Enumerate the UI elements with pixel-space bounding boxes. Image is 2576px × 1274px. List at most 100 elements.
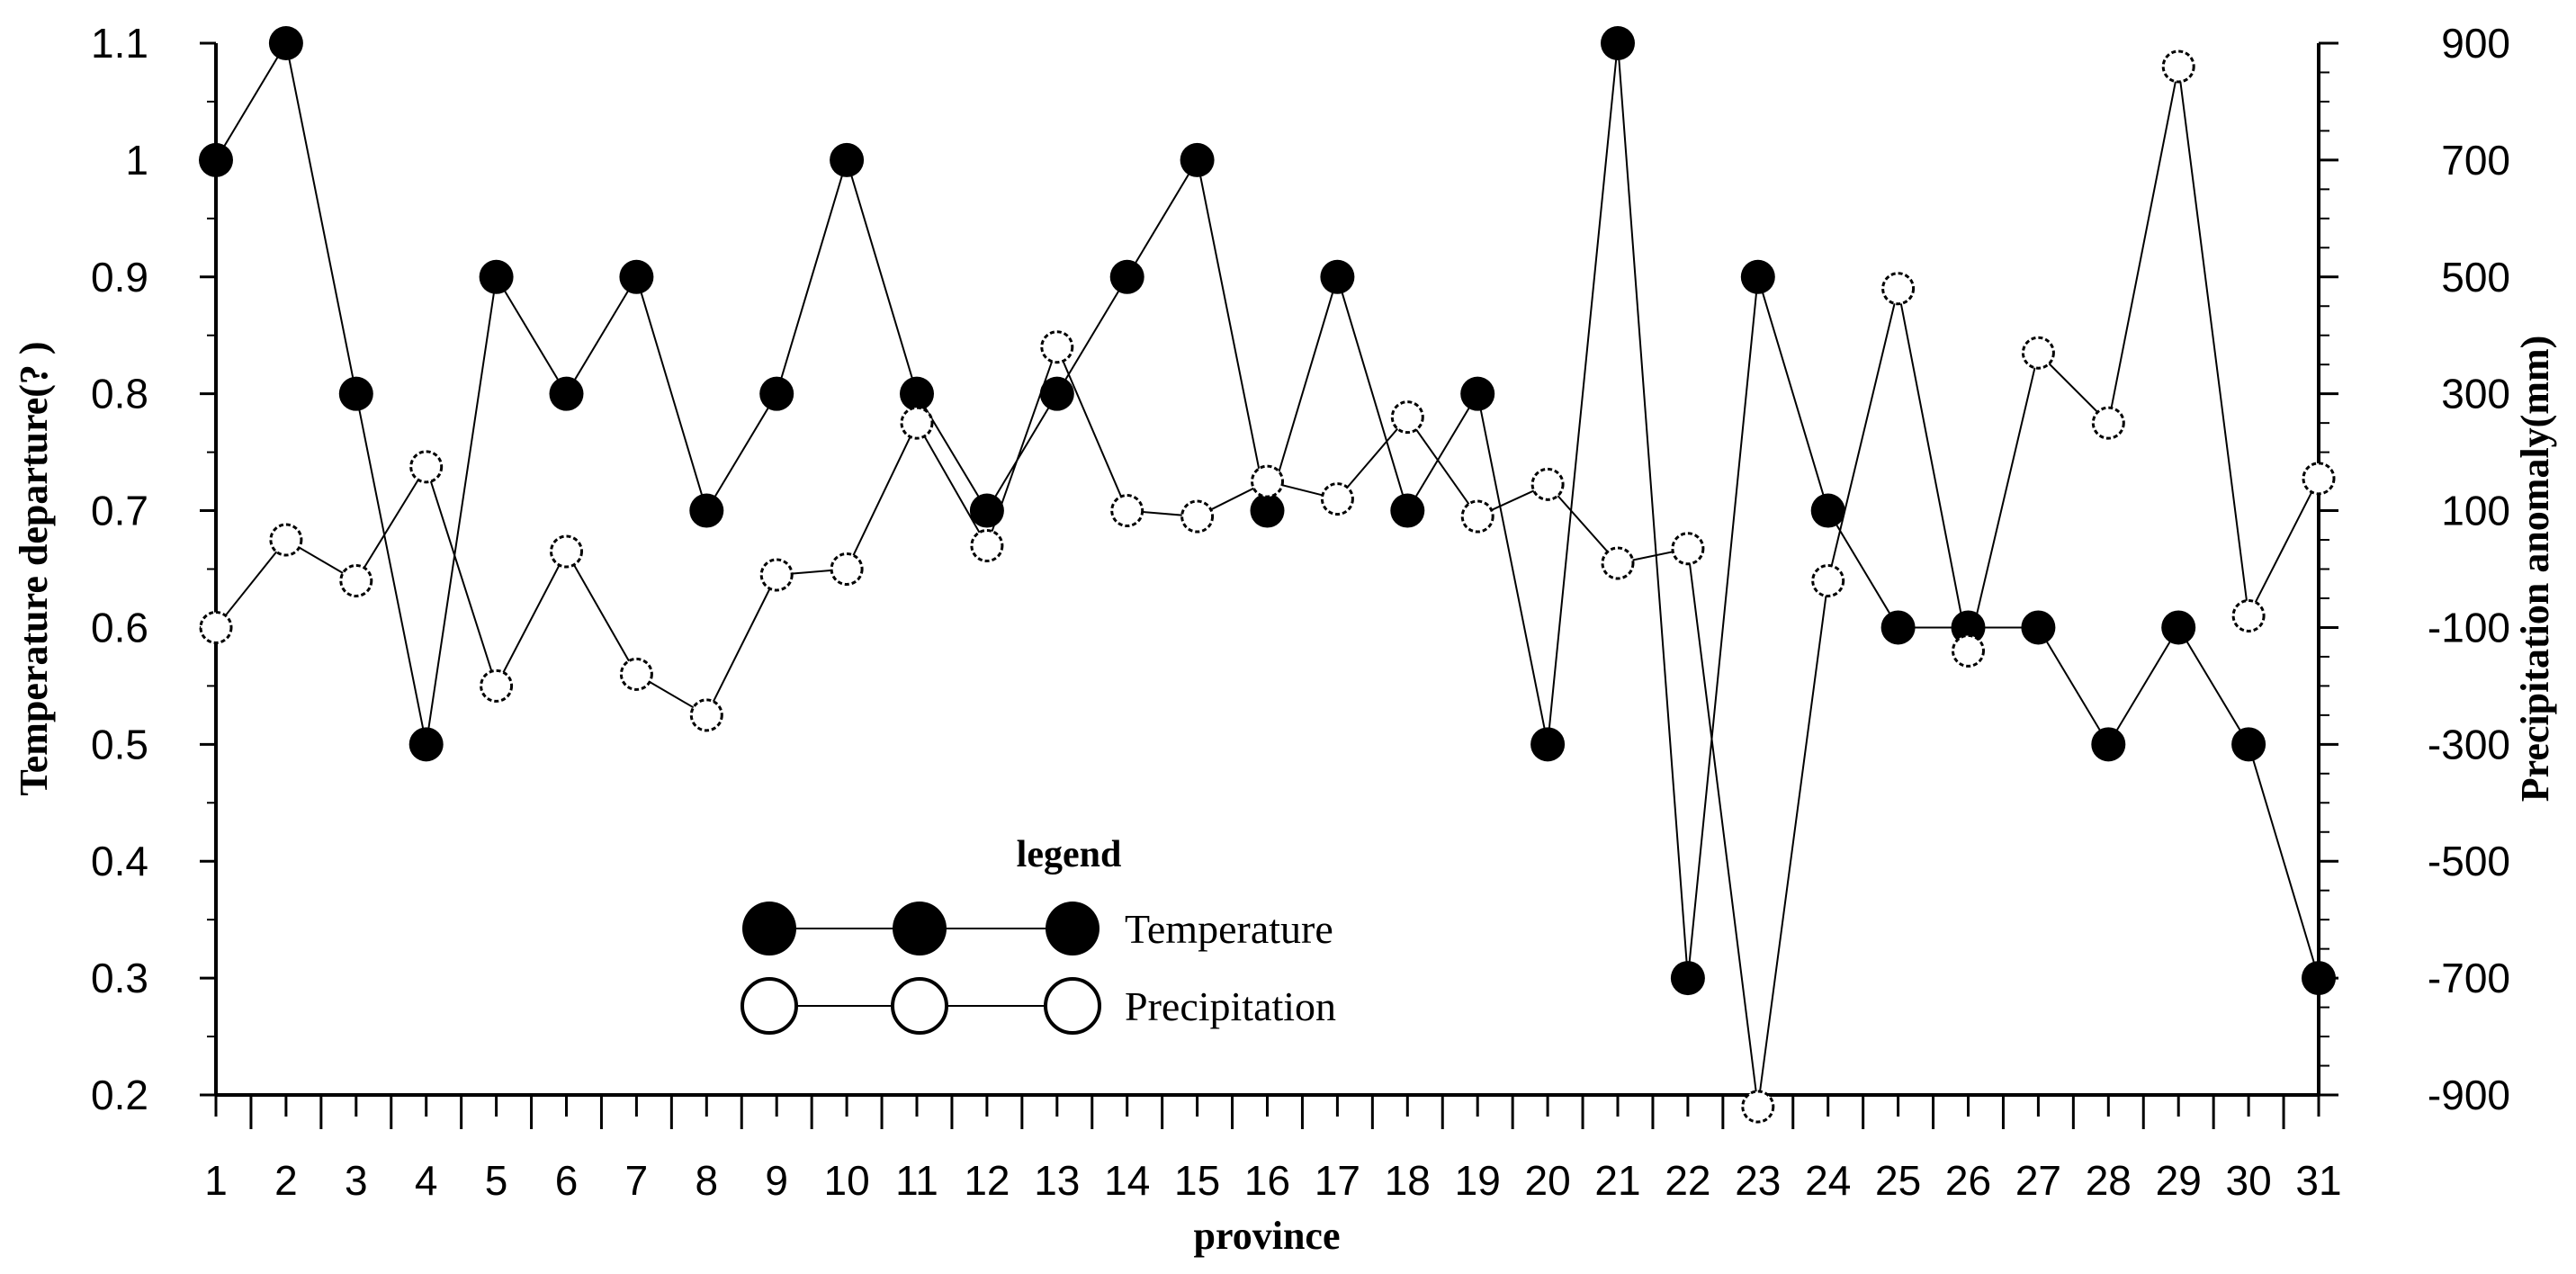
left-tick-label: 1 <box>125 137 148 184</box>
precipitation-point-24 <box>1811 563 1845 597</box>
x-tick-label: 20 <box>1525 1157 1571 1204</box>
x-tick-label: 31 <box>2295 1157 2341 1204</box>
precipitation-point-28 <box>2091 406 2125 440</box>
temperature-point-8 <box>689 493 724 528</box>
legend-precipitation-marker-3 <box>1044 977 1101 1035</box>
temperature-point-16 <box>1250 493 1285 528</box>
temperature-point-9 <box>759 376 794 411</box>
x-tick-label: 3 <box>345 1157 368 1204</box>
x-tick-label: 29 <box>2156 1157 2202 1204</box>
temperature-point-29 <box>2161 610 2196 645</box>
temperature-point-11 <box>900 376 934 411</box>
right-tick-label: -500 <box>2428 838 2510 884</box>
x-axis-ticks: 1 2 3 4 5 6 7 8 9 10 11 12 13 14 15 16 17 18 19 20 21 22 23 24 2… <box>204 1095 2342 1204</box>
x-tick-label: 7 <box>625 1157 649 1204</box>
x-tick-label: 12 <box>964 1157 1010 1204</box>
x-tick-label: 9 <box>765 1157 788 1204</box>
temperature-point-26 <box>1951 610 1986 645</box>
left-tick-label: 0.9 <box>91 254 148 301</box>
x-tick-label: 5 <box>485 1157 508 1204</box>
precipitation-point-9 <box>759 558 794 592</box>
x-tick-label: 21 <box>1594 1157 1640 1204</box>
precipitation-point-16 <box>1251 464 1284 498</box>
right-tick-label: -300 <box>2428 721 2510 767</box>
temperature-point-3 <box>338 376 373 411</box>
temperature-point-31 <box>2302 961 2336 996</box>
x-tick-label: 30 <box>2226 1157 2272 1204</box>
x-tick-label: 2 <box>274 1157 298 1204</box>
x-tick-label: 24 <box>1805 1157 1851 1204</box>
right-tick-label: -900 <box>2428 1072 2510 1118</box>
precipitation-point-19 <box>1460 499 1494 534</box>
precipitation-point-20 <box>1530 467 1565 501</box>
right-tick-label: -100 <box>2428 604 2510 650</box>
precipitation-point-29 <box>2161 49 2195 84</box>
left-tick-label: 0.2 <box>91 1072 148 1118</box>
left-axis-title: Temperature departure(? ) <box>12 341 56 795</box>
x-tick-label: 14 <box>1104 1157 1150 1204</box>
precipitation-point-15 <box>1180 499 1215 534</box>
right-axis-ticks: -900 -700 -500 -300 -100 100 300 500 700 900 <box>2319 20 2510 1118</box>
left-tick-label: 0.6 <box>91 604 148 650</box>
right-axis-title: Precipitation anomaly(mm) <box>2513 336 2557 803</box>
x-tick-label: 25 <box>1875 1157 1921 1204</box>
precipitation-point-6 <box>550 534 583 569</box>
precipitation-point-17 <box>1320 482 1354 516</box>
x-tick-label: 19 <box>1455 1157 1501 1204</box>
precipitation-point-11 <box>900 406 934 440</box>
right-tick-label: 700 <box>2441 137 2510 184</box>
legend-precipitation: Precipitation <box>740 977 1336 1035</box>
legend: legend Temperature Precipitation <box>740 834 1336 1035</box>
right-tick-label: 900 <box>2441 20 2510 67</box>
left-tick-label: 0.5 <box>91 721 148 767</box>
x-tick-label: 15 <box>1174 1157 1220 1204</box>
precipitation-point-23 <box>1741 1090 1775 1124</box>
temperature-point-28 <box>2091 727 2126 762</box>
precipitation-point-22 <box>1671 532 1705 566</box>
x-tick-label: 22 <box>1665 1157 1710 1204</box>
x-tick-label: 4 <box>415 1157 438 1204</box>
x-tick-label: 10 <box>824 1157 870 1204</box>
legend-temperature-marker-1 <box>742 902 796 956</box>
left-tick-label: 0.4 <box>91 838 148 884</box>
x-tick-label: 26 <box>1945 1157 1991 1204</box>
x-tick-label: 27 <box>2015 1157 2061 1204</box>
temperature-point-1 <box>199 142 233 177</box>
x-tick-label: 11 <box>895 1157 938 1204</box>
left-tick-label: 0.8 <box>91 371 148 417</box>
precipitation-point-3 <box>339 563 373 597</box>
precipitation-point-30 <box>2231 598 2266 633</box>
precipitation-point-26 <box>1952 633 1985 668</box>
precipitation-point-10 <box>830 552 864 586</box>
temperature-point-22 <box>1670 961 1705 996</box>
legend-temperature: Temperature <box>742 902 1333 956</box>
precipitation-point-27 <box>2021 336 2055 370</box>
temperature-point-6 <box>549 376 584 411</box>
legend-temperature-marker-3 <box>1046 902 1100 956</box>
left-tick-label: 0.3 <box>91 955 148 1001</box>
x-tick-label: 1 <box>204 1157 228 1204</box>
x-tick-label: 18 <box>1385 1157 1431 1204</box>
precipitation-point-25 <box>1881 272 1916 306</box>
temperature-point-4 <box>408 727 444 762</box>
temperature-point-14 <box>1109 259 1144 294</box>
right-tick-label: 300 <box>2441 371 2510 417</box>
precipitation-point-14 <box>1110 494 1144 528</box>
temperature-point-10 <box>830 142 865 177</box>
precipitation-point-21 <box>1601 546 1635 580</box>
legend-precipitation-marker-2 <box>891 977 948 1035</box>
temperature-point-25 <box>1880 610 1916 645</box>
left-axis-ticks: 0.2 0.3 0.4 0.5 0.6 0.7 0.8 0.9 1 1.1 <box>91 20 216 1118</box>
left-tick-label: 0.7 <box>91 488 148 534</box>
precipitation-point-31 <box>2302 462 2336 496</box>
temperature-point-7 <box>619 259 654 294</box>
temperature-point-23 <box>1740 259 1775 294</box>
legend-temperature-label: Temperature <box>1125 906 1333 952</box>
temperature-point-5 <box>479 259 514 294</box>
temperature-point-12 <box>969 493 1004 528</box>
precipitation-point-2 <box>269 523 303 557</box>
temperature-point-2 <box>268 26 303 60</box>
temperature-point-19 <box>1460 376 1495 411</box>
right-tick-label: -700 <box>2428 955 2510 1001</box>
